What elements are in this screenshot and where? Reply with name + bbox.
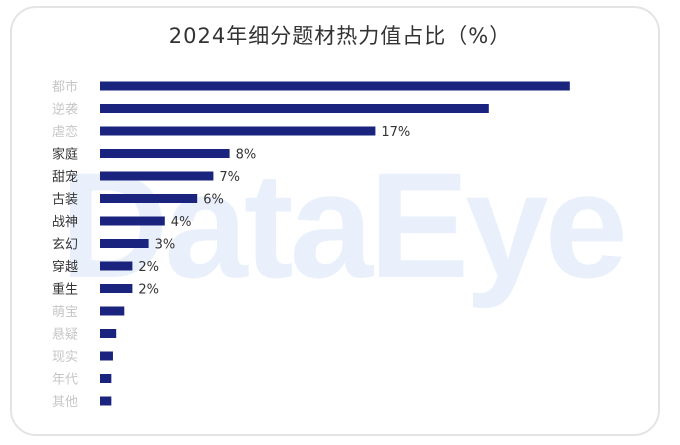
bar bbox=[100, 239, 149, 248]
category-label: 穿越 bbox=[52, 259, 78, 275]
category-label: 年代 bbox=[52, 373, 78, 388]
bar bbox=[100, 261, 133, 271]
category-label: 其他 bbox=[52, 395, 78, 410]
value-label: 4% bbox=[171, 215, 192, 230]
category-label: 悬疑 bbox=[52, 327, 78, 343]
bar bbox=[100, 329, 117, 338]
bar bbox=[100, 396, 112, 406]
category-label: 家庭 bbox=[52, 147, 78, 163]
bar bbox=[100, 351, 113, 361]
bar bbox=[100, 149, 230, 158]
category-label: 萌宝 bbox=[52, 305, 78, 320]
value-label: 8% bbox=[236, 148, 257, 163]
value-label: 17% bbox=[381, 125, 410, 140]
bar bbox=[100, 194, 198, 203]
category-label: 逆袭 bbox=[52, 102, 78, 118]
bar bbox=[100, 216, 165, 226]
category-label: 玄幻 bbox=[52, 238, 78, 253]
chart-title: 2024年细分题材热力值占比（%） bbox=[168, 24, 512, 48]
category-label: 战神 bbox=[52, 215, 78, 230]
bar bbox=[100, 126, 376, 136]
value-label: 3% bbox=[155, 238, 176, 253]
bar bbox=[100, 81, 570, 91]
bar bbox=[100, 306, 125, 316]
value-label: 7% bbox=[219, 170, 240, 185]
category-label: 古装 bbox=[52, 193, 78, 208]
category-label: 虐恋 bbox=[52, 124, 78, 140]
value-label: 2% bbox=[138, 260, 159, 275]
category-label: 甜宠 bbox=[52, 169, 78, 185]
category-label: 重生 bbox=[52, 282, 78, 298]
category-label: 都市 bbox=[52, 79, 78, 95]
bar bbox=[100, 171, 214, 181]
bar bbox=[100, 104, 489, 113]
category-label: 现实 bbox=[52, 350, 78, 365]
bar bbox=[100, 284, 133, 293]
value-label: 6% bbox=[203, 193, 224, 208]
bar bbox=[100, 374, 112, 383]
value-label: 2% bbox=[138, 283, 159, 298]
